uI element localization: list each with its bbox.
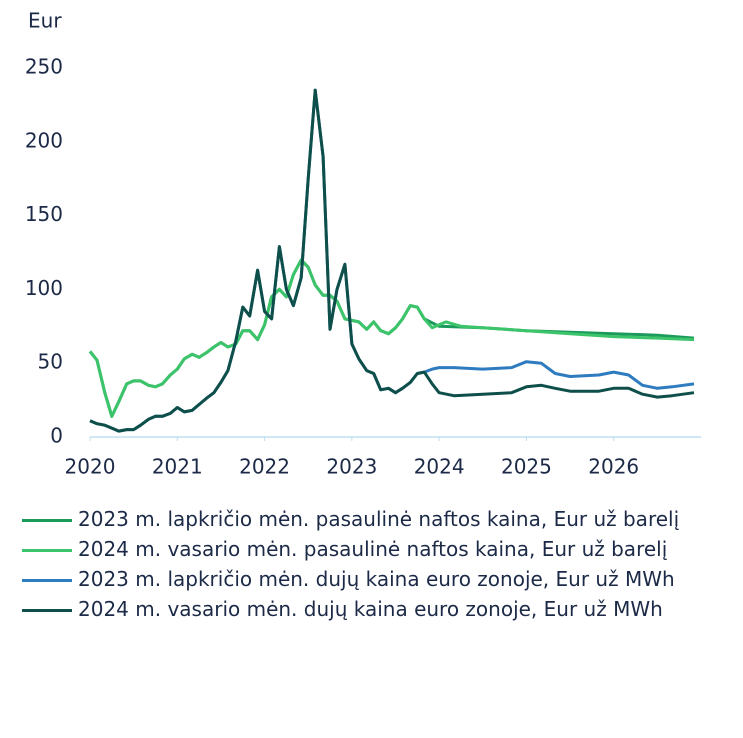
x-tick-label: 2020 — [65, 455, 116, 479]
chart: Eur 0 50 100 150 200 250 2020 2021 2022 2023 2024 2… — [25, 9, 701, 479]
y-tick-label: 100 — [25, 276, 63, 300]
x-tick-label: 2021 — [152, 455, 203, 479]
legend-entry: 2024 m. vasario mėn. dujų kaina euro zon… — [22, 595, 740, 623]
line-series — [89, 88, 695, 433]
line-series — [89, 88, 695, 433]
legend-swatch — [22, 579, 72, 582]
legend-entry: 2023 m. lapkričio mėn. pasaulinė naftos … — [22, 505, 740, 533]
x-tick-label: 2023 — [326, 455, 377, 479]
x-tick-label: 2025 — [501, 455, 552, 479]
legend-entry: 2023 m. lapkričio mėn. dujų kaina euro z… — [22, 565, 740, 593]
line-series — [88, 258, 695, 418]
legend-swatch — [22, 519, 72, 522]
y-tick-label: 0 — [50, 424, 63, 448]
legend-label: 2024 m. vasario mėn. dujų kaina euro zon… — [78, 597, 663, 621]
y-tick-label: 50 — [38, 350, 63, 374]
y-tick-label: 200 — [25, 128, 63, 152]
legend-swatch — [22, 549, 72, 552]
legend-label: 2024 m. vasario mėn. pasaulinė naftos ka… — [78, 537, 668, 561]
x-tick-label: 2022 — [239, 455, 290, 479]
legend: 2023 m. lapkričio mėn. pasaulinė naftos … — [22, 505, 740, 625]
legend-swatch — [22, 609, 72, 612]
line-series — [88, 258, 695, 418]
x-tick-label: 2026 — [588, 455, 639, 479]
y-tick-label: 150 — [25, 202, 63, 226]
legend-entry: 2024 m. vasario mėn. pasaulinė naftos ka… — [22, 535, 740, 563]
x-tick-label: 2024 — [414, 455, 465, 479]
y-axis-label: Eur — [28, 9, 62, 33]
y-tick-label: 250 — [25, 55, 63, 79]
legend-label: 2023 m. lapkričio mėn. dujų kaina euro z… — [78, 567, 675, 591]
legend-label: 2023 m. lapkričio mėn. pasaulinė naftos … — [78, 507, 680, 531]
